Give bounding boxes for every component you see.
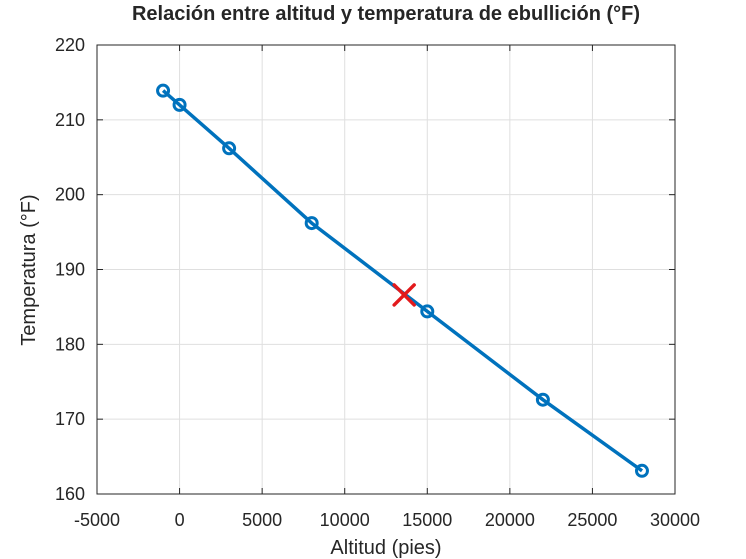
x-tick-label: 25000: [567, 510, 617, 530]
y-tick-label: 180: [55, 334, 85, 354]
y-axis-label: Temperatura (°F): [18, 194, 40, 345]
data-point: [535, 392, 550, 407]
x-tick-label: 5000: [242, 510, 282, 530]
x-tick-label: 10000: [320, 510, 370, 530]
data-point: [420, 304, 435, 319]
chart-title: Relación entre altitud y temperatura de …: [132, 3, 640, 25]
highlight-marker: [392, 283, 416, 307]
x-tick-label: 15000: [402, 510, 452, 530]
y-tick-label: 190: [55, 260, 85, 280]
y-tick-label: 200: [55, 185, 85, 205]
data-point: [222, 141, 237, 156]
data-point: [634, 463, 649, 478]
highlight-stroke-b: [392, 283, 416, 307]
series-line: [161, 89, 644, 473]
y-tick-label: 210: [55, 110, 85, 130]
x-tick-label: 30000: [650, 510, 700, 530]
y-tick-label: 220: [55, 35, 85, 55]
x-axis-label: Altitud (pies): [330, 537, 441, 559]
ticks: -5000 0 5000 10000 15000 20000 25000 30000 160 17…: [55, 35, 700, 530]
data-point: [172, 97, 187, 112]
x-tick-label: 20000: [485, 510, 535, 530]
x-tick-label: 0: [175, 510, 185, 530]
x-tick-label: -5000: [74, 510, 120, 530]
y-tick-label: 160: [55, 484, 85, 504]
series-layer: [156, 83, 649, 478]
y-tick-label: 170: [55, 409, 85, 429]
data-point: [304, 216, 319, 231]
data-point: [156, 83, 171, 98]
